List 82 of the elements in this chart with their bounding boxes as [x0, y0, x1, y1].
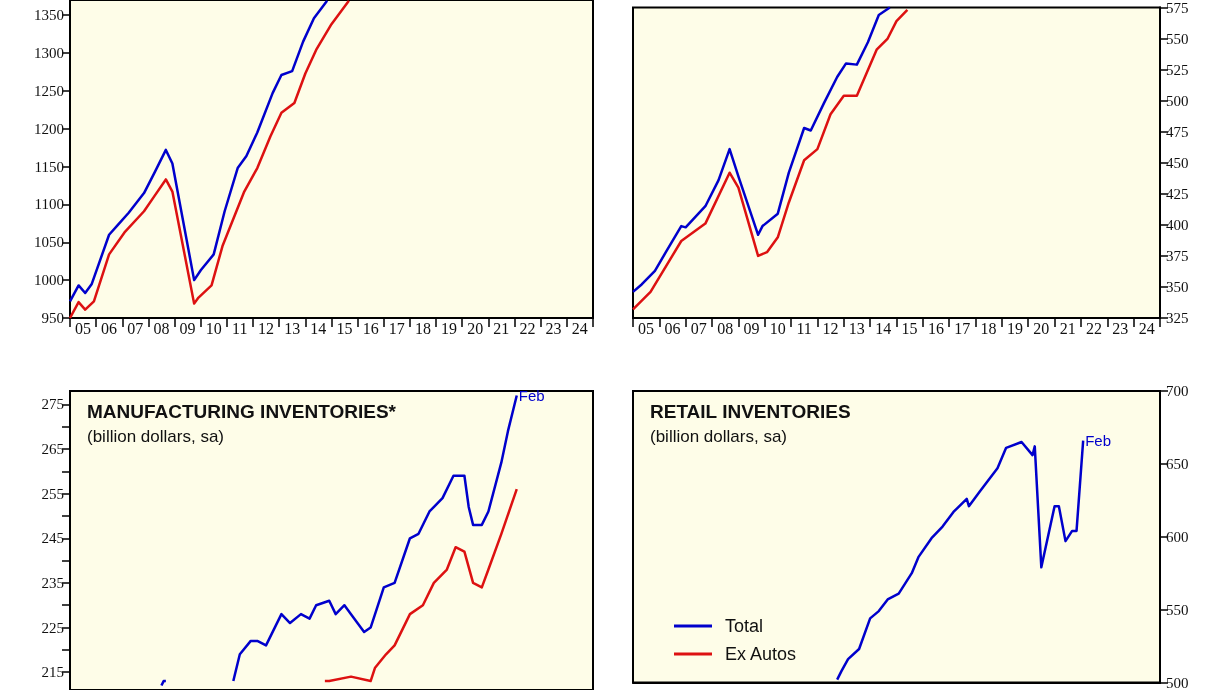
- y-tick-label: 265: [41, 441, 64, 458]
- y-tick-label: 475: [1166, 123, 1189, 140]
- y-tick-label: 950: [41, 310, 64, 326]
- x-tick-label: 07: [690, 319, 707, 337]
- y-tick-label: 245: [41, 530, 64, 547]
- x-tick-label: 17: [954, 319, 971, 337]
- y-tick-label: 525: [1166, 61, 1189, 78]
- y-tick-label: 275: [41, 396, 64, 413]
- line-series: [835, 439, 1085, 681]
- text: (billion dollars, sa): [87, 427, 224, 446]
- y-tick-label: 375: [1166, 247, 1189, 264]
- y-tick-label: 550: [1166, 601, 1189, 618]
- x-tick-label: 09: [743, 319, 760, 337]
- x-tick-label: 23: [1112, 319, 1129, 337]
- x-tick-label: 16: [927, 319, 944, 337]
- x-tick-label: 13: [848, 319, 865, 337]
- y-tick-label: 1150: [34, 158, 64, 175]
- x-tick-label: 14: [310, 319, 327, 337]
- x-tick-label: 22: [1085, 319, 1102, 337]
- y-tick-label: 700: [1166, 383, 1189, 399]
- y-tick-label: 350: [1166, 278, 1189, 295]
- x-tick-label: 11: [796, 319, 812, 337]
- y-tick-label: 215: [41, 664, 64, 681]
- x-tick-label: 15: [336, 319, 353, 337]
- x-tick-label: 17: [388, 319, 405, 337]
- x-tick-label: 23: [545, 319, 562, 337]
- x-tick-label: 21: [1059, 319, 1076, 337]
- y-tick-label: 1250: [34, 82, 64, 99]
- y-tick-label: 450: [1166, 154, 1189, 171]
- x-tick-label: 19: [1006, 319, 1023, 337]
- x-tick-label: 11: [232, 319, 248, 337]
- y-tick-label: 225: [41, 619, 64, 636]
- x-tick-label: 15: [901, 319, 918, 337]
- x-tick-label: 05: [638, 319, 655, 337]
- x-tick-label: 12: [258, 319, 275, 337]
- y-tick-label: 425: [1166, 185, 1189, 202]
- x-tick-label: 21: [493, 319, 510, 337]
- x-tick-label: 19: [441, 319, 458, 337]
- x-tick-label: 16: [362, 319, 379, 337]
- x-tick-label: 24: [571, 319, 588, 337]
- y-tick-label: 1100: [34, 196, 64, 213]
- y-tick-label: 500: [1166, 674, 1189, 690]
- x-tick-label: 05: [74, 319, 91, 337]
- x-tick-label: 07: [127, 319, 144, 337]
- y-tick-label: 1000: [34, 272, 64, 289]
- x-tick-label: 18: [980, 319, 997, 337]
- y-tick-label: 1350: [34, 7, 64, 24]
- y-tick-label: 650: [1166, 455, 1189, 472]
- y-tick-label: 575: [1166, 0, 1189, 16]
- x-tick-label: 20: [467, 319, 484, 337]
- x-tick-label: 08: [717, 319, 734, 337]
- y-tick-label: 235: [41, 574, 64, 591]
- y-tick-label: 1050: [34, 234, 64, 251]
- x-tick-label: 13: [284, 319, 301, 337]
- x-tick-label: 14: [875, 319, 892, 337]
- y-tick-label: 550: [1166, 30, 1189, 47]
- x-tick-label: 08: [153, 319, 170, 337]
- x-tick-label: 20: [1033, 319, 1050, 337]
- text: MANUFACTURING INVENTORIES*: [87, 401, 397, 422]
- legend-label: Total: [725, 616, 764, 636]
- y-tick-label: 1200: [34, 120, 64, 137]
- y-tick-label: 255: [41, 485, 64, 502]
- y-tick-label: 1300: [34, 45, 64, 61]
- y-tick-label: 400: [1166, 216, 1189, 233]
- x-tick-label: 06: [101, 319, 118, 337]
- x-tick-label: 12: [822, 319, 839, 337]
- x-tick-label: 24: [1138, 319, 1155, 337]
- x-tick-label: 22: [519, 319, 536, 337]
- x-tick-label: 18: [414, 319, 431, 337]
- y-tick-label: 500: [1166, 92, 1189, 109]
- annotation: Feb: [518, 386, 545, 404]
- x-tick-label: 10: [205, 319, 222, 337]
- text: (billion dollars, sa): [650, 427, 787, 446]
- x-tick-label: 10: [769, 319, 786, 337]
- line-series: [323, 487, 518, 683]
- x-tick-label: 06: [664, 319, 681, 337]
- legend-label: Ex Autos: [725, 644, 797, 664]
- y-tick-label: 600: [1166, 528, 1189, 545]
- y-tick-label: 325: [1166, 310, 1189, 326]
- annotation: Feb: [1085, 432, 1112, 450]
- text: RETAIL INVENTORIES: [650, 401, 851, 422]
- x-tick-label: 09: [179, 319, 196, 337]
